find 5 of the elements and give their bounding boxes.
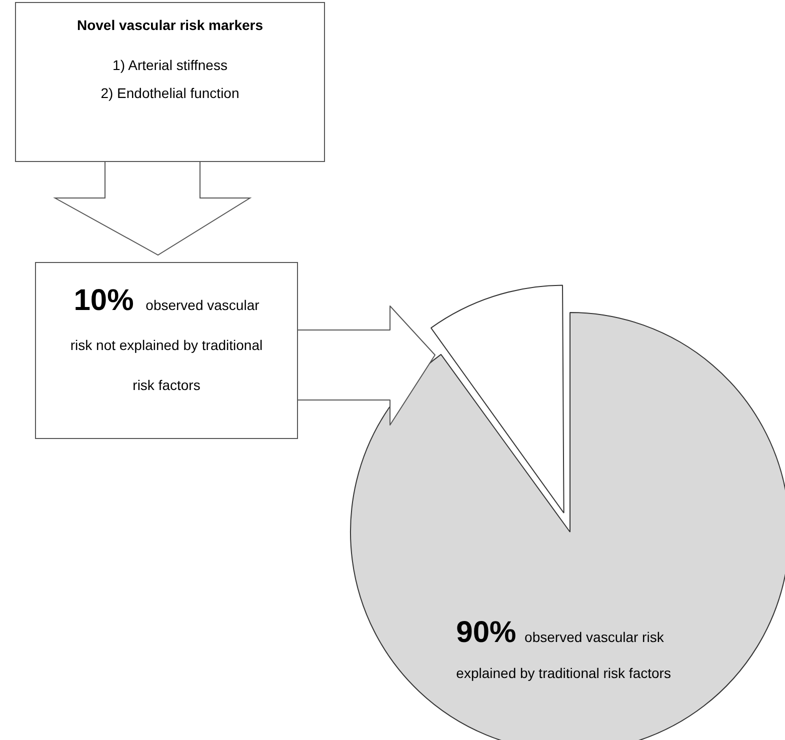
text: 1) Arterial stiffness	[112, 57, 228, 73]
text: 10% observed vascular risk not explained by traditional risk factors	[70, 284, 263, 393]
text: Novel vascular risk markers	[76, 17, 264, 33]
text: 2) Endothelial function	[100, 85, 240, 101]
data-label: 90%	[456, 616, 516, 649]
